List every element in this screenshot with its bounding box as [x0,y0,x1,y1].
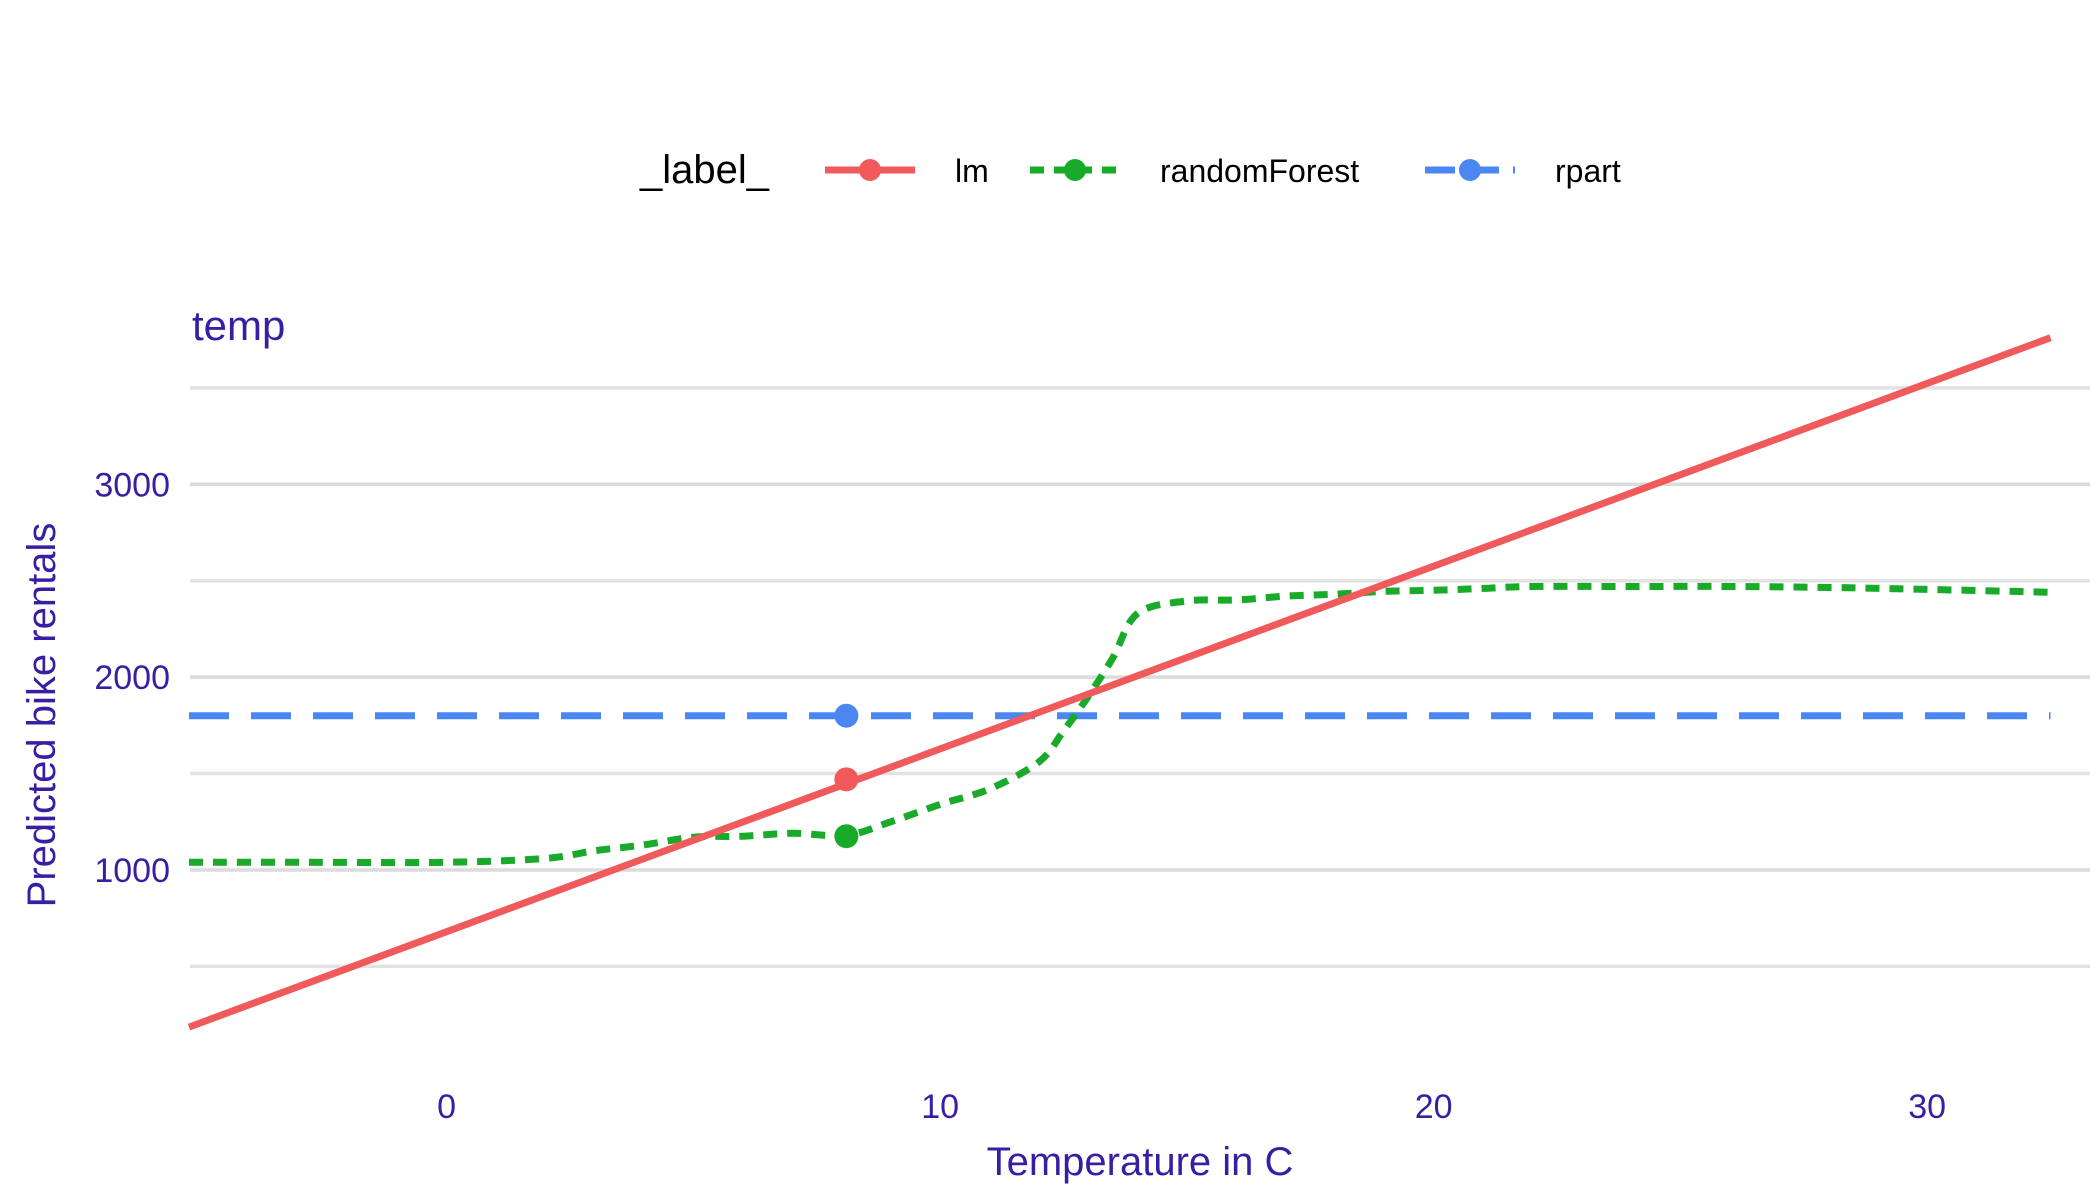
y-axis-label: Predicted bike rentals [20,523,64,908]
series-layer [187,334,2052,1031]
highlight-point-randomForest [834,824,859,849]
x-tick-label: 30 [1908,1088,1946,1126]
chart-title: temp [192,302,285,349]
y-tick-label: 2000 [94,659,170,697]
highlight-point-rpart [834,703,859,728]
legend-entries: lm randomForest rpart [825,153,1621,189]
legend: _label_ lm randomForest rpart [639,148,1621,192]
legend-key-point-rpart [1459,159,1481,181]
legend-key-point-randomForest [1064,159,1086,181]
highlight-point-lm [834,767,859,792]
series-line-randomForest [189,582,2051,867]
x-tick-label: 0 [437,1088,456,1126]
legend-label-lm: lm [955,153,989,189]
x-axis-label: Temperature in C [987,1140,1294,1184]
y-tick-label: 3000 [94,466,170,504]
y-tick-label: 1000 [94,852,170,890]
x-tick-labels: 0 10 20 30 [437,1088,1946,1126]
legend-title: _label_ [639,148,770,192]
legend-label-randomForest: randomForest [1160,153,1359,189]
x-tick-label: 10 [921,1088,959,1126]
y-tick-labels: 1000 2000 3000 [94,466,170,890]
series-line-lm [187,334,2052,1031]
x-tick-label: 20 [1415,1088,1453,1126]
legend-label-rpart: rpart [1555,153,1621,189]
legend-key-point-lm [859,159,881,181]
